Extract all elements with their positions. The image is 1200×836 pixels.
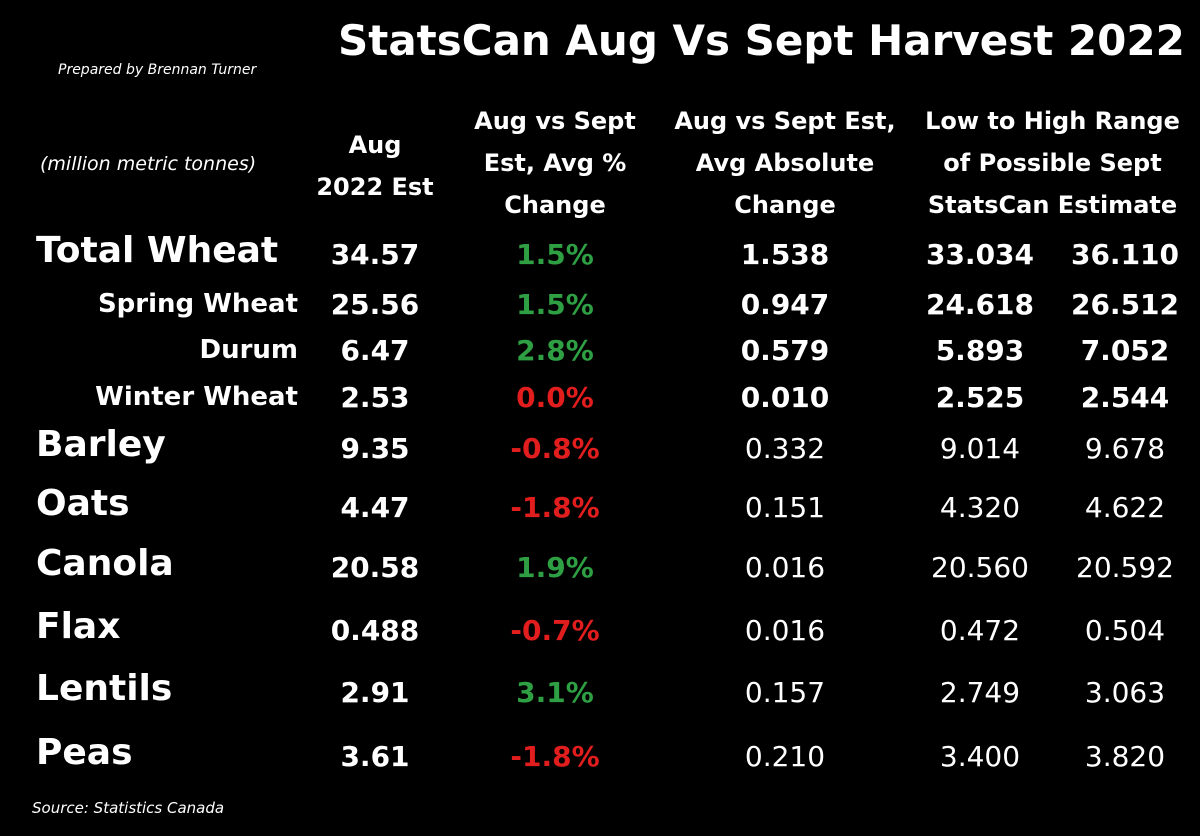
absolute-change-cell: 1.538 bbox=[740, 238, 830, 271]
range-low-cell: 20.560 bbox=[931, 551, 1029, 584]
row-label: Winter Wheat bbox=[95, 382, 298, 412]
row-label: Oats bbox=[36, 483, 130, 524]
aug-estimate-cell: 9.35 bbox=[340, 432, 410, 465]
header-avg-absolute-change: Aug vs Sept Est, Avg Absolute Change bbox=[674, 107, 896, 219]
row-label: Spring Wheat bbox=[97, 289, 298, 319]
range-high-cell: 3.063 bbox=[1084, 676, 1166, 709]
absolute-change-cell: 0.157 bbox=[744, 676, 826, 709]
pct-change-cell: -0.7% bbox=[510, 614, 600, 647]
absolute-change-cell: 0.016 bbox=[744, 551, 826, 584]
aug-estimate-cell: 2.91 bbox=[340, 676, 410, 709]
range-low-cell: 9.014 bbox=[939, 432, 1021, 465]
aug-estimate-cell: 2.53 bbox=[340, 381, 410, 414]
range-high-cell: 36.110 bbox=[1070, 238, 1180, 271]
range-high-cell: 2.544 bbox=[1080, 381, 1170, 414]
range-low-cell: 4.320 bbox=[939, 491, 1021, 524]
range-low-cell: 2.749 bbox=[939, 676, 1021, 709]
range-high-cell: 7.052 bbox=[1080, 334, 1170, 367]
range-low-cell: 24.618 bbox=[925, 288, 1035, 321]
aug-estimate-cell: 0.488 bbox=[330, 614, 420, 647]
source-note: Source: Statistics Canada bbox=[32, 799, 225, 817]
row-label: Peas bbox=[36, 732, 133, 773]
absolute-change-cell: 0.210 bbox=[744, 740, 826, 773]
row-label: Total Wheat bbox=[36, 230, 279, 271]
header-aug-estimate: Aug 2022 Est bbox=[316, 131, 434, 201]
pct-change-cell: 1.5% bbox=[516, 288, 594, 321]
range-low-cell: 5.893 bbox=[935, 334, 1025, 367]
pct-change-cell: -0.8% bbox=[510, 432, 600, 465]
aug-estimate-cell: 34.57 bbox=[330, 238, 420, 271]
chart-title: StatsCan Aug Vs Sept Harvest 2022 bbox=[338, 16, 1185, 65]
header-possible-range: Low to High Range of Possible Sept Stats… bbox=[925, 107, 1180, 219]
pct-change-cell: 1.5% bbox=[516, 238, 594, 271]
row-label: Canola bbox=[36, 543, 174, 584]
range-high-cell: 0.504 bbox=[1084, 614, 1166, 647]
range-high-cell: 26.512 bbox=[1070, 288, 1180, 321]
aug-estimate-cell: 20.58 bbox=[330, 551, 420, 584]
pct-change-cell: -1.8% bbox=[510, 740, 600, 773]
pct-change-cell: 0.0% bbox=[516, 381, 594, 414]
range-high-cell: 4.622 bbox=[1084, 491, 1166, 524]
range-low-cell: 33.034 bbox=[925, 238, 1035, 271]
row-label: Durum bbox=[199, 335, 298, 365]
prepared-by-credit: Prepared by Brennan Turner bbox=[58, 62, 257, 78]
row-label: Flax bbox=[36, 606, 121, 647]
aug-estimate-cell: 6.47 bbox=[340, 334, 410, 367]
aug-estimate-cell: 25.56 bbox=[330, 288, 420, 321]
header-avg-pct-change: Aug vs Sept Est, Avg % Change bbox=[474, 107, 636, 219]
range-high-cell: 3.820 bbox=[1084, 740, 1166, 773]
range-high-cell: 20.592 bbox=[1076, 551, 1174, 584]
absolute-change-cell: 0.947 bbox=[740, 288, 830, 321]
row-label: Lentils bbox=[36, 668, 173, 709]
range-high-cell: 9.678 bbox=[1084, 432, 1166, 465]
range-low-cell: 0.472 bbox=[939, 614, 1021, 647]
absolute-change-cell: 0.016 bbox=[744, 614, 826, 647]
absolute-change-cell: 0.010 bbox=[740, 381, 830, 414]
pct-change-cell: -1.8% bbox=[510, 491, 600, 524]
units-label: (million metric tonnes) bbox=[40, 153, 257, 175]
range-low-cell: 3.400 bbox=[939, 740, 1021, 773]
absolute-change-cell: 0.579 bbox=[740, 334, 830, 367]
aug-estimate-cell: 3.61 bbox=[340, 740, 410, 773]
pct-change-cell: 1.9% bbox=[516, 551, 594, 584]
range-low-cell: 2.525 bbox=[935, 381, 1025, 414]
absolute-change-cell: 0.151 bbox=[744, 491, 826, 524]
absolute-change-cell: 0.332 bbox=[744, 432, 826, 465]
pct-change-cell: 2.8% bbox=[516, 334, 594, 367]
pct-change-cell: 3.1% bbox=[516, 676, 594, 709]
aug-estimate-cell: 4.47 bbox=[340, 491, 410, 524]
row-label: Barley bbox=[36, 424, 166, 465]
